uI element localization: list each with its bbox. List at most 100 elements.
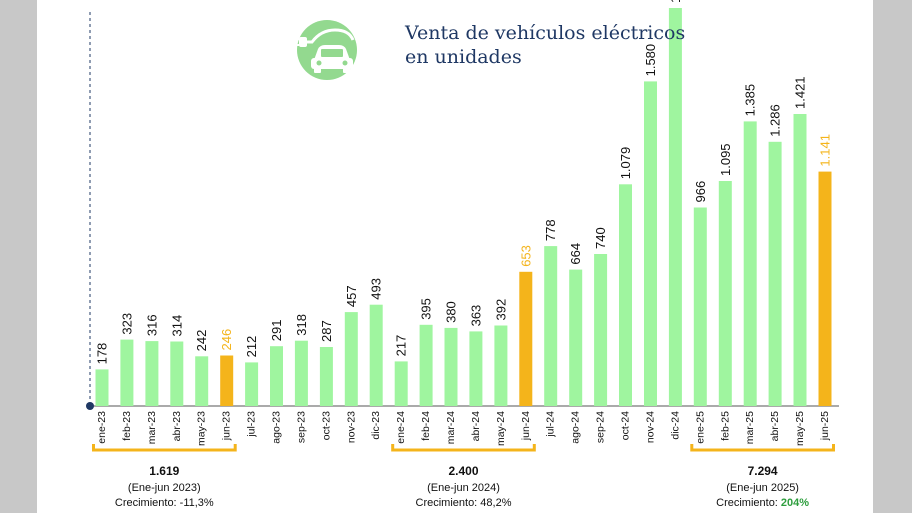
tick-label-dic-23: dic-23 bbox=[370, 411, 382, 440]
bar-may-25 bbox=[793, 114, 807, 406]
bar-mar-25 bbox=[743, 121, 757, 407]
summary-growth-label-3: Crecimiento: bbox=[716, 497, 781, 509]
bar-oct-24 bbox=[619, 184, 632, 406]
tick-label-jul-23: jul-23 bbox=[246, 411, 258, 438]
bar-ago-23 bbox=[270, 346, 283, 406]
tick-label-abr-24: abr-24 bbox=[470, 411, 482, 442]
tick-label-nov-23: nov-23 bbox=[345, 411, 357, 443]
bar-dic-23 bbox=[369, 304, 383, 406]
tick-label-feb-24: feb-24 bbox=[420, 411, 432, 441]
bar-jun-23 bbox=[220, 355, 234, 406]
bar-nov-23 bbox=[344, 312, 358, 406]
tick-label-jun-25: jun-25 bbox=[819, 411, 831, 441]
bar-feb-23 bbox=[120, 339, 134, 406]
value-label-feb-25: 1.095 bbox=[718, 143, 733, 176]
summary-growth-label-1: Crecimiento: bbox=[115, 497, 180, 509]
tick-label-oct-23: oct-23 bbox=[320, 411, 332, 440]
summary-growth-2: Crecimiento: 48,2% bbox=[416, 497, 512, 509]
bracket-3 bbox=[690, 444, 835, 452]
chart-title-line-2: en unidades bbox=[405, 46, 522, 68]
summary-growth-value-1: -11,3% bbox=[180, 497, 214, 509]
bar-abr-23 bbox=[170, 341, 184, 406]
tick-label-mar-25: mar-25 bbox=[744, 411, 756, 444]
value-label-abr-24: 363 bbox=[468, 305, 483, 327]
ev-car-charging-icon bbox=[295, 20, 357, 80]
tick-label-feb-23: feb-23 bbox=[121, 411, 133, 441]
value-label-jul-23: 212 bbox=[244, 336, 259, 358]
value-label-nov-24: 1.580 bbox=[643, 44, 658, 77]
bar-feb-24 bbox=[419, 324, 433, 406]
tick-label-ene-24: ene-24 bbox=[395, 411, 407, 444]
tick-label-dic-24: dic-24 bbox=[669, 411, 681, 440]
value-label-may-23: 242 bbox=[194, 330, 209, 352]
tick-label-abr-25: abr-25 bbox=[769, 411, 781, 442]
bar-may-24 bbox=[494, 325, 508, 406]
value-label-jun-25: 1.141 bbox=[818, 134, 833, 167]
tick-label-abr-23: abr-23 bbox=[171, 411, 183, 442]
summary-total-3: 7.294 bbox=[748, 464, 778, 478]
tick-label-mar-24: mar-24 bbox=[445, 411, 457, 444]
value-label-abr-25: 1.286 bbox=[768, 104, 783, 137]
value-label-jul-24: 778 bbox=[543, 219, 558, 241]
summary-growth-value-3: 204% bbox=[781, 497, 809, 509]
summary-growth-value-2: 48,2% bbox=[480, 497, 511, 509]
bar-mar-24 bbox=[444, 327, 458, 406]
axis-origin-dot bbox=[86, 402, 94, 410]
tick-label-nov-24: nov-24 bbox=[645, 411, 657, 443]
value-label-feb-24: 395 bbox=[419, 298, 434, 320]
bar-ago-24 bbox=[569, 269, 583, 406]
value-label-ene-24: 217 bbox=[394, 335, 409, 357]
value-label-ago-23: 291 bbox=[269, 319, 284, 341]
tick-label-ago-23: ago-23 bbox=[271, 411, 283, 444]
value-label-ago-24: 664 bbox=[568, 243, 583, 265]
bar-abr-24 bbox=[469, 331, 483, 406]
tick-label-jun-23: jun-23 bbox=[221, 411, 233, 441]
bar-jul-23 bbox=[245, 362, 259, 406]
tick-label-sep-24: sep-24 bbox=[595, 411, 607, 443]
value-label-oct-24: 1.079 bbox=[618, 147, 633, 180]
bar-abr-25 bbox=[768, 141, 782, 407]
tick-label-ago-24: ago-24 bbox=[570, 411, 582, 444]
value-label-may-24: 392 bbox=[493, 299, 508, 321]
value-label-mar-25: 1.385 bbox=[743, 84, 758, 117]
value-label-ene-23: 178 bbox=[95, 343, 110, 365]
bar-sep-24 bbox=[594, 254, 608, 406]
summary-total-2: 2.400 bbox=[448, 464, 478, 478]
value-label-dic-23: 493 bbox=[369, 278, 384, 300]
bar-jun-24 bbox=[519, 271, 533, 406]
value-label-mar-23: 316 bbox=[144, 314, 159, 336]
value-label-mar-24: 380 bbox=[444, 301, 459, 323]
bar-sep-23 bbox=[294, 340, 308, 406]
bracket-1 bbox=[92, 444, 237, 452]
tick-label-jun-24: jun-24 bbox=[520, 411, 532, 441]
bar-feb-25 bbox=[718, 181, 732, 406]
bar-dic-24 bbox=[668, 8, 682, 406]
tick-label-may-23: may-23 bbox=[196, 411, 208, 446]
tick-label-mar-23: mar-23 bbox=[146, 411, 158, 444]
summary-growth-label-2: Crecimiento: bbox=[416, 497, 481, 509]
value-label-jun-24: 653 bbox=[518, 245, 533, 267]
summary-period-3: (Ene-jun 2025) bbox=[726, 482, 799, 494]
tick-label-feb-25: feb-25 bbox=[719, 411, 731, 441]
bar-ene-23 bbox=[95, 369, 109, 406]
bar-oct-23 bbox=[319, 347, 333, 406]
summary-period-2: (Ene-jun 2024) bbox=[427, 482, 500, 494]
bar-nov-24 bbox=[644, 81, 657, 407]
bar-may-23 bbox=[195, 356, 209, 406]
tick-label-ene-23: ene-23 bbox=[96, 411, 108, 444]
bar-chart: 178 ene-23 323 feb-23 316 mar-23 314 abr-23 242 m… bbox=[86, 0, 839, 509]
bar-jul-24 bbox=[544, 246, 558, 406]
bracket-2 bbox=[391, 444, 536, 452]
summary-growth-1: Crecimiento: -11,3% bbox=[115, 497, 214, 509]
value-label-nov-23: 457 bbox=[344, 285, 359, 307]
bar-ene-25 bbox=[693, 207, 707, 406]
bar-mar-23 bbox=[145, 341, 159, 406]
value-label-sep-23: 318 bbox=[294, 314, 309, 336]
value-label-abr-23: 314 bbox=[169, 315, 184, 337]
value-label-feb-23: 323 bbox=[119, 313, 134, 335]
value-label-sep-24: 740 bbox=[593, 227, 608, 249]
value-label-dic-24: 1.937 bbox=[668, 0, 683, 3]
bar-ene-24 bbox=[394, 361, 408, 406]
summary-growth-3: Crecimiento: 204% bbox=[716, 497, 809, 509]
chart-title-line-1: Venta de vehículos eléctricos bbox=[405, 22, 686, 44]
